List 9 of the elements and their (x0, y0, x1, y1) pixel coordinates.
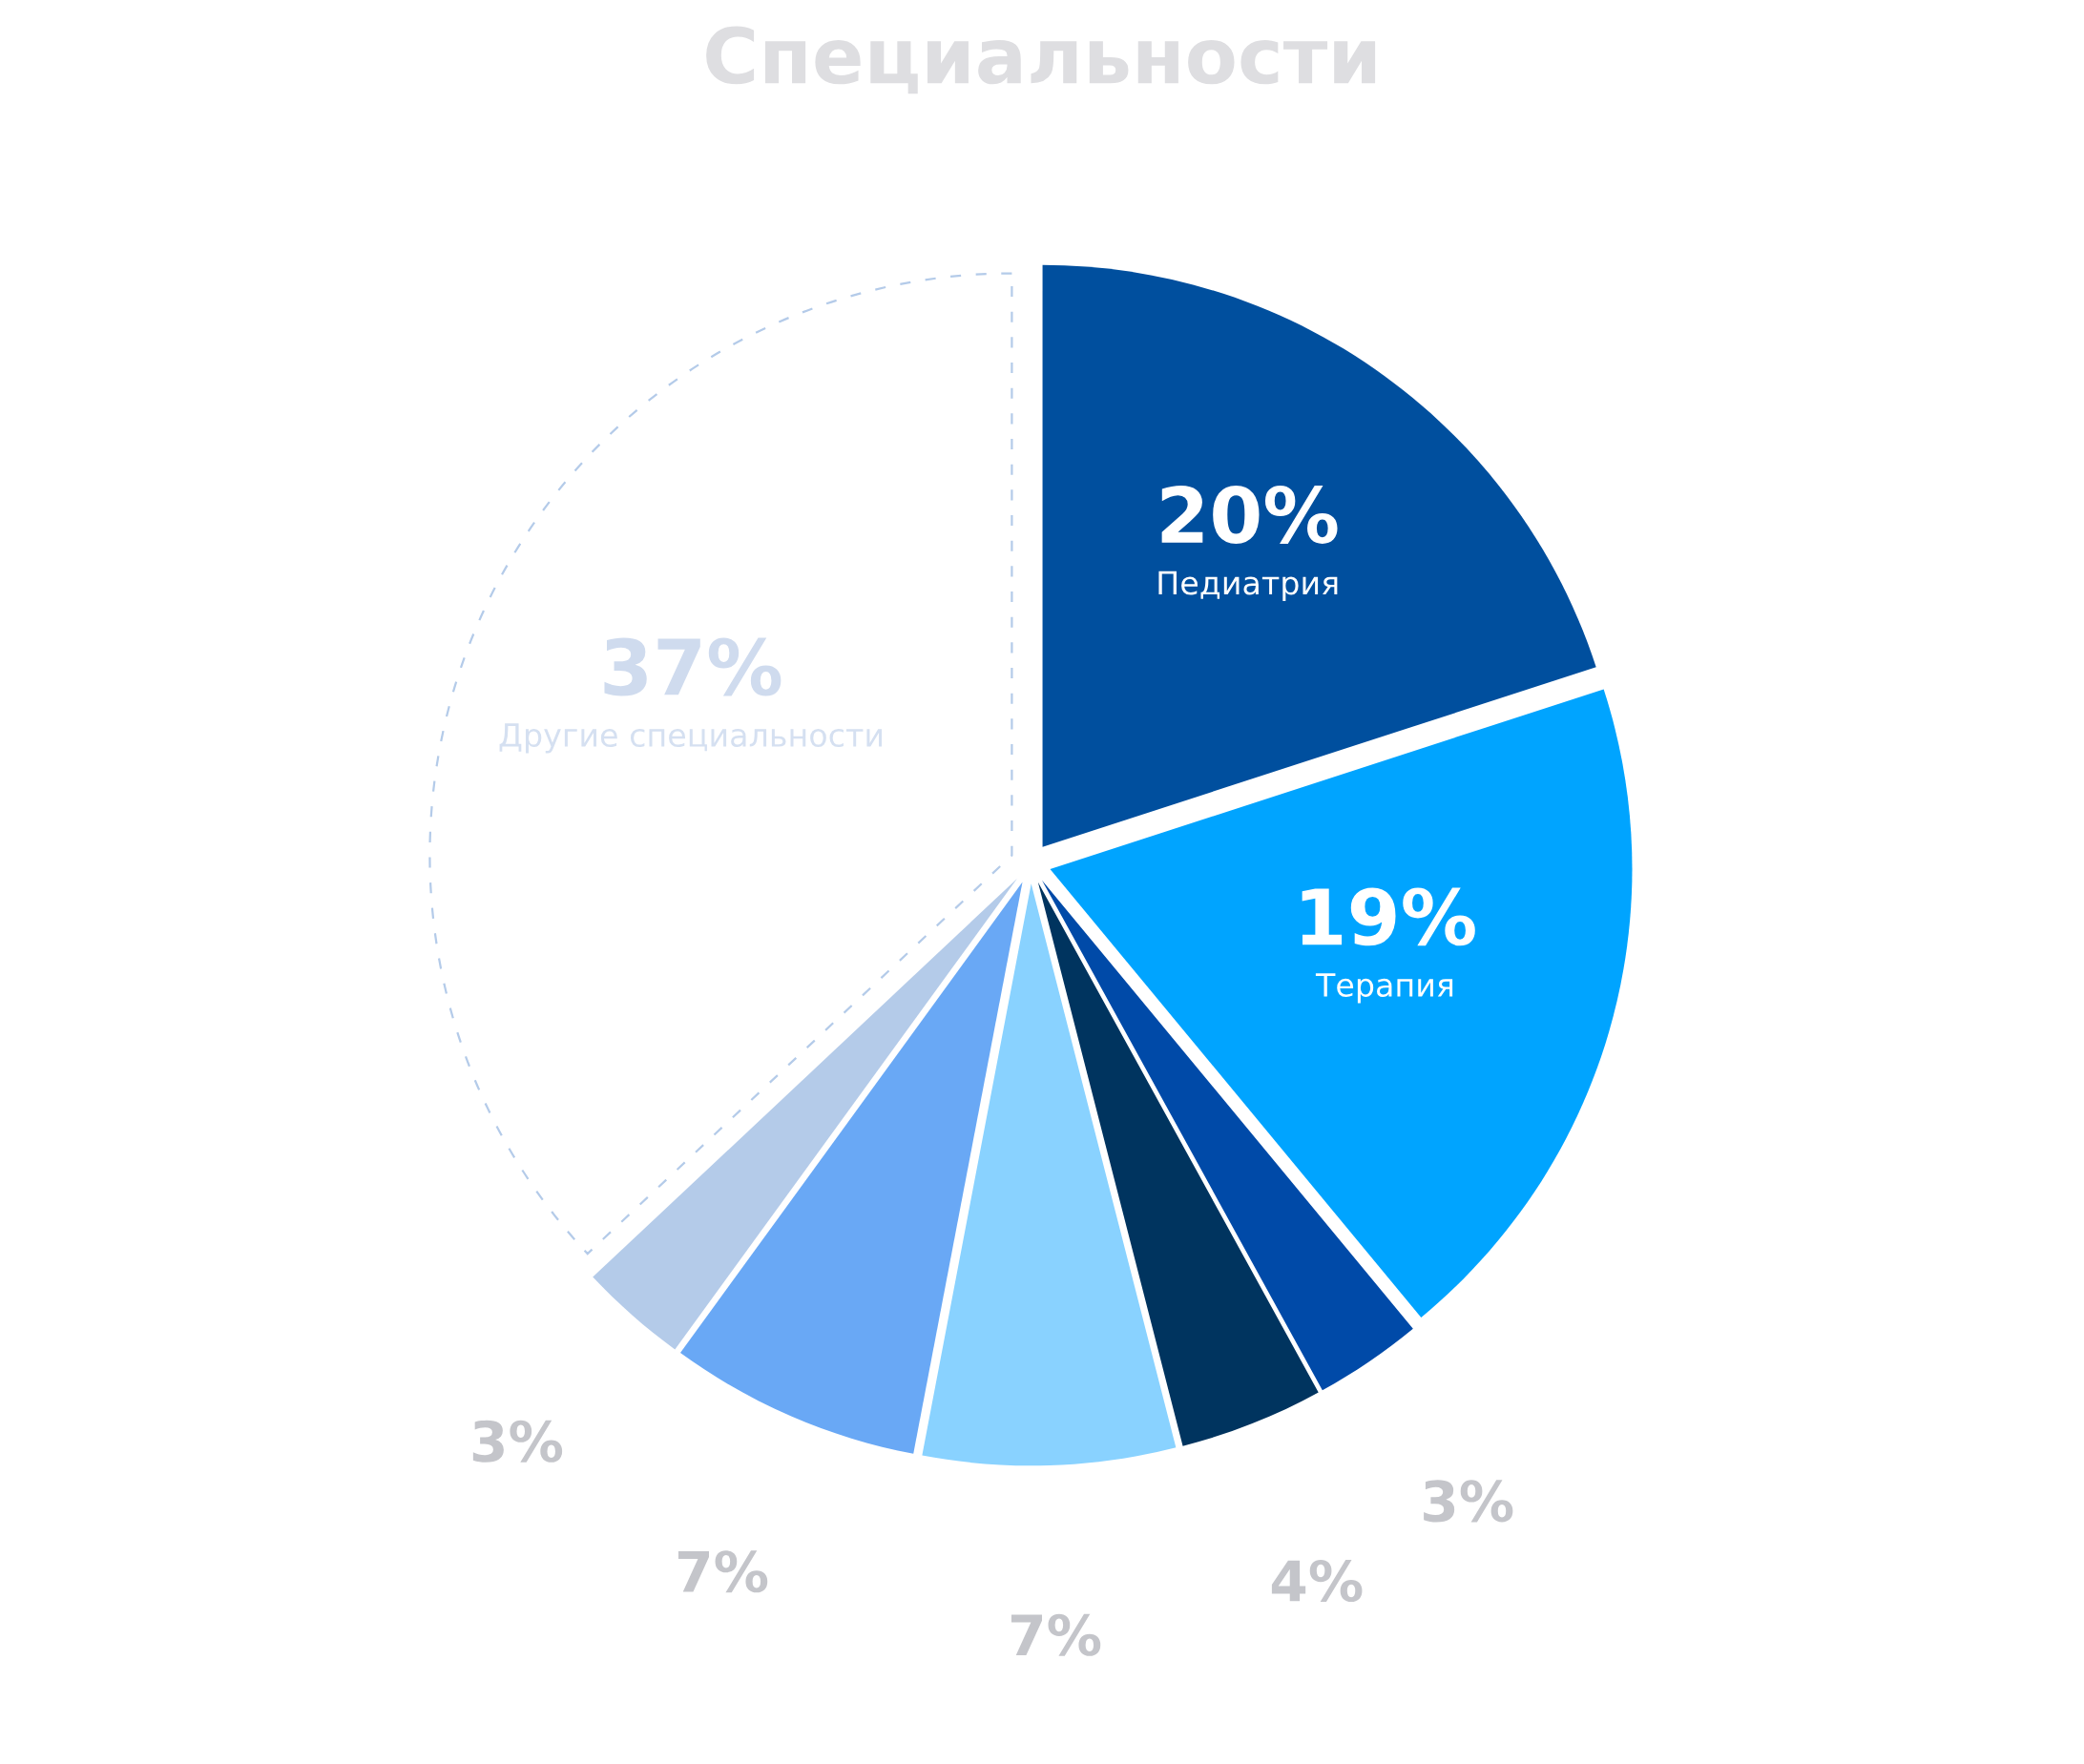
slice-label: Терапия (1315, 973, 1453, 1004)
data-label: 3% (472, 1420, 563, 1463)
data-label: 7% (677, 1550, 768, 1593)
data-label: 3% (1424, 1480, 1513, 1523)
data-label: 7% (1011, 1613, 1101, 1656)
data-label: 19% (1302, 887, 1475, 946)
data-label: 4% (1271, 1559, 1363, 1603)
slice-label: Педиатрия (1158, 571, 1338, 601)
data-label: 20% (1161, 485, 1338, 544)
